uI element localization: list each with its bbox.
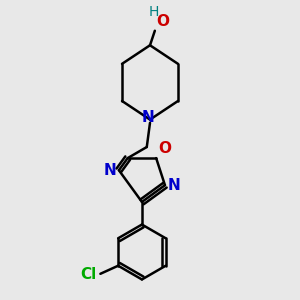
Text: N: N (103, 163, 116, 178)
Text: N: N (167, 178, 180, 193)
Text: N: N (142, 110, 155, 125)
Text: H: H (149, 5, 159, 20)
Text: Cl: Cl (80, 267, 97, 282)
Text: O: O (156, 14, 169, 29)
Text: O: O (158, 140, 171, 155)
